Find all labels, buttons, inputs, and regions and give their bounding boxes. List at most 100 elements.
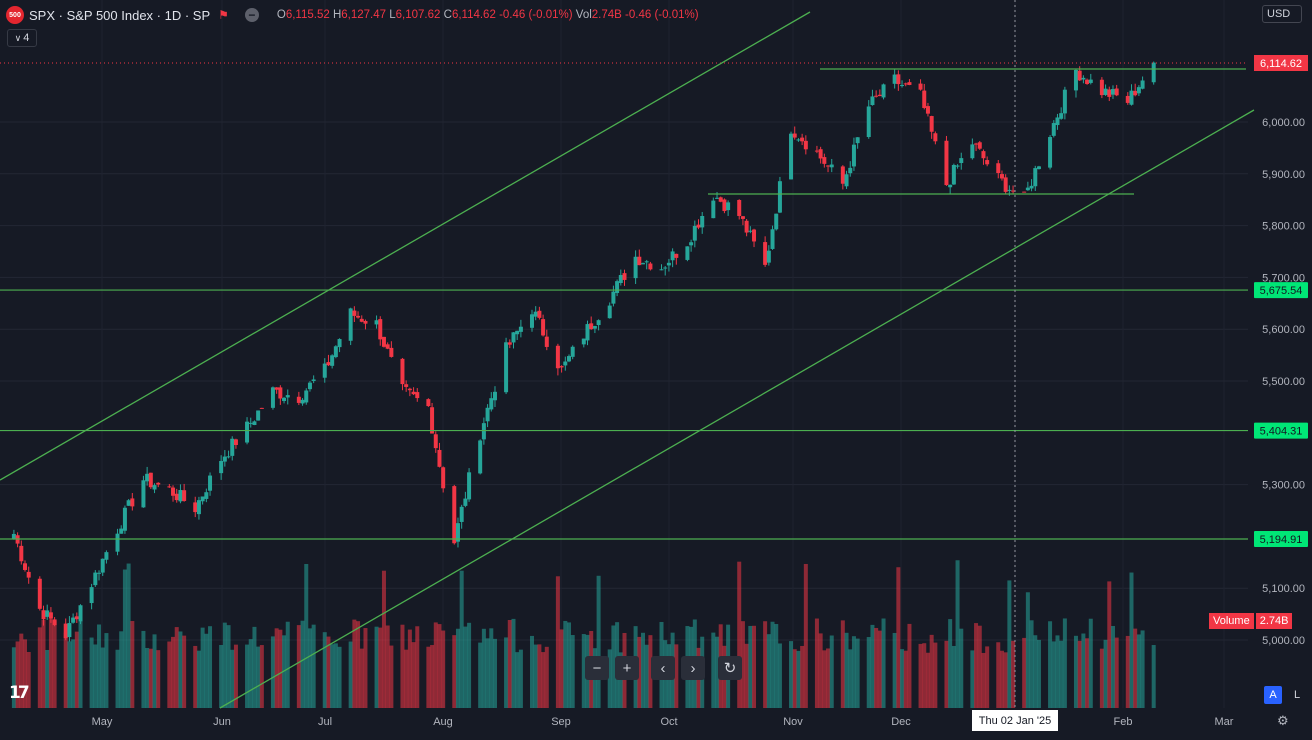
candle-body [333,346,338,358]
volume-bar [752,625,757,708]
currency-selector[interactable]: USD [1262,5,1302,23]
volume-bar [744,643,749,708]
volume-bar [1007,580,1012,708]
candle-body [430,407,435,434]
candle-body [685,246,690,260]
candle-body [300,399,305,404]
candle-body [1110,89,1115,95]
candle-body [230,438,235,456]
candle-body [563,361,568,366]
volume-bar [152,634,157,708]
volume-bar [740,621,745,708]
volume-bar [851,636,856,708]
candle-body [900,85,905,87]
candle-body [193,502,198,513]
candle-body [792,133,797,138]
volume-bar [792,649,797,708]
volume-bar [826,648,831,708]
volume-bar [715,636,720,708]
gear-icon[interactable]: ⚙ [1277,713,1289,728]
log-scale-button[interactable]: L [1293,689,1301,701]
volume-bar [26,651,31,708]
candle-body [1133,90,1138,96]
volume-bar [400,624,405,708]
volume-bar [1151,645,1156,708]
volume-bar [274,628,279,708]
scroll-left-button[interactable]: ‹ [651,656,675,680]
volume-bar [951,645,956,708]
auto-scale-button[interactable]: A [1264,686,1282,704]
candle-body [507,342,512,345]
volume-bar [130,621,135,708]
candle-body [270,387,275,408]
volume-bar [1136,634,1141,708]
volume-bar [1025,592,1030,708]
zoom-in-button[interactable]: + [615,656,639,680]
indicators-toggle[interactable]: ∨ 4 [7,29,37,47]
candle-body [433,434,438,449]
candle-body [311,379,316,381]
volume-bar [507,619,512,708]
hide-indicators-icon[interactable]: − [244,8,259,22]
volume-bar [974,623,979,708]
flag-icon[interactable]: ⚑ [218,8,229,22]
candle-body [1062,89,1067,114]
candle-body [478,440,483,474]
volume-bar [844,632,849,708]
tradingview-logo[interactable]: 17 [9,683,30,703]
volume-bar [374,626,379,708]
volume-bar [1129,572,1134,708]
volume-bar [100,647,105,708]
candle-body [615,281,620,294]
candle-body [752,229,757,242]
candle-body [985,160,990,165]
candle-body [115,533,120,552]
candle-body [1114,88,1119,96]
candle-body [208,475,213,491]
candle-body [359,318,364,322]
candle-body [1003,177,1008,192]
y-tick-label: 5,700.00 [1262,272,1305,284]
candle-body [689,242,694,246]
volume-bar [1110,625,1115,708]
scroll-right-button[interactable]: › [681,656,705,680]
candle-body [800,137,805,142]
candle-body [611,291,616,304]
volume-bar [200,627,205,708]
candle-body [148,472,153,488]
volume-bar [89,637,94,708]
volume-bar [944,640,949,708]
indicator-count: 4 [23,32,30,44]
volume-bar [174,627,179,708]
volume-bar [1029,620,1034,708]
current-price-label: 6,114.62 [1260,58,1302,70]
candle-body [874,95,879,97]
candle-body [252,421,257,425]
candle-body [37,578,42,609]
volume-bar [1036,639,1041,708]
candle-body [892,74,897,84]
volume-bar [737,561,742,708]
volume-bar [822,650,827,708]
y-tick-label: 5,800.00 [1262,221,1305,233]
reset-chart-button[interactable]: ↻ [718,656,742,680]
zoom-out-button[interactable]: − [585,656,609,680]
volume-bar [492,638,497,708]
candle-body [274,387,279,390]
candle-body [48,612,53,619]
volume-bar [145,647,150,708]
candle-body [1059,113,1064,119]
volume-bar [459,570,464,708]
candle-body [666,262,671,266]
symbol-logo-icon[interactable]: 500 [6,6,24,24]
volume-bar [870,624,875,708]
volume-bar [644,644,649,708]
candle-body [385,344,390,349]
volume-bar [537,644,542,708]
symbol-title[interactable]: SPX · S&P 500 Index · 1D · SP [29,7,211,23]
volume-bar [389,645,394,708]
volume-bar [1055,635,1060,708]
volume-bar [504,637,509,708]
candle-body [585,324,590,341]
